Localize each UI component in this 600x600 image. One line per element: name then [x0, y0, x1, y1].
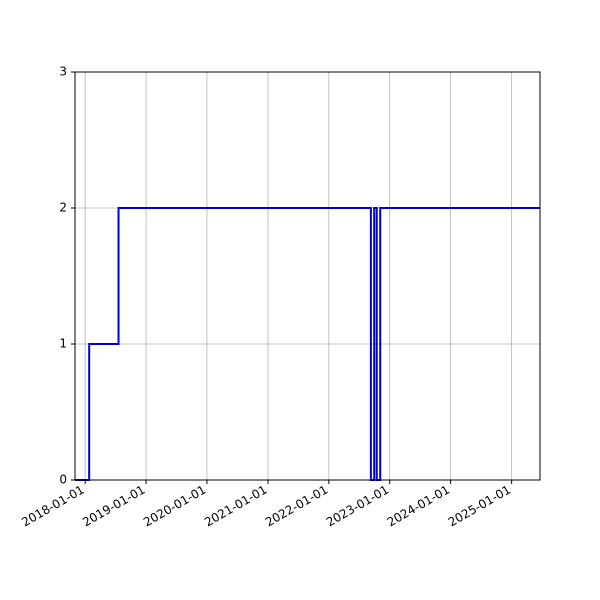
plot-area-frame: [74, 71, 541, 481]
x-tick-label: 2023-01-01: [324, 482, 391, 529]
x-tick-label: 2020-01-01: [141, 482, 208, 529]
y-tick-label: 2: [59, 201, 67, 215]
ticks: 2018-01-012019-01-012020-01-012021-01-01…: [19, 65, 513, 530]
x-tick-label: 2024-01-01: [385, 482, 452, 529]
grid: [75, 72, 540, 480]
x-tick-label: 2022-01-01: [263, 482, 330, 529]
x-tick-label: 2025-01-01: [446, 482, 513, 529]
x-tick-label: 2019-01-01: [80, 482, 147, 529]
y-tick-label: 0: [59, 473, 67, 487]
y-tick-label: 3: [59, 65, 67, 79]
x-tick-label: 2018-01-01: [19, 482, 86, 529]
y-tick-label: 1: [59, 337, 67, 351]
x-tick-label: 2021-01-01: [202, 482, 269, 529]
